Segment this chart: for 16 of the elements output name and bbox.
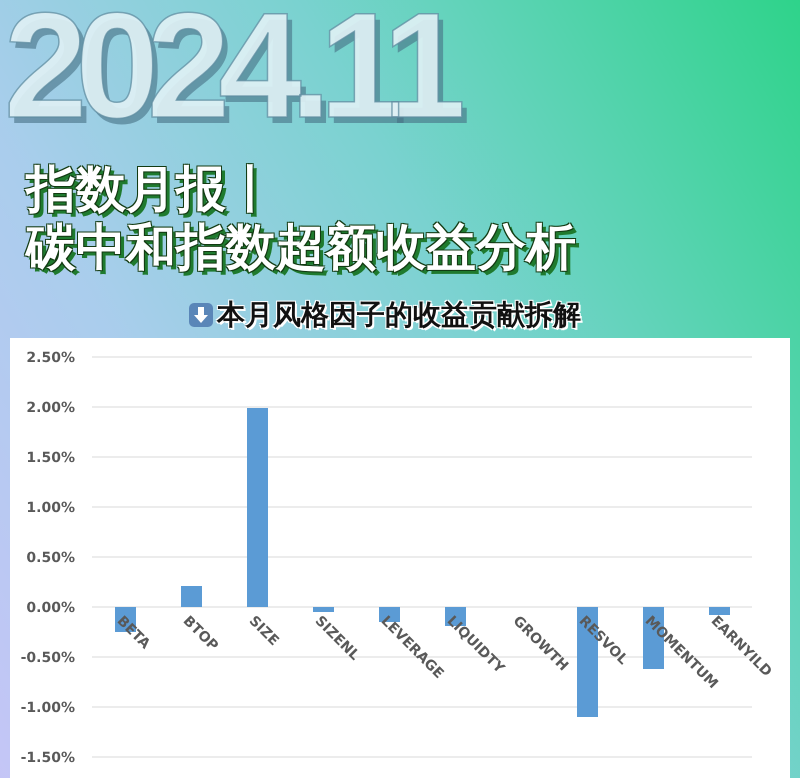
y-tick-label: 2.50% [26, 350, 75, 366]
bar [709, 607, 730, 615]
y-tick-label: -1.00% [20, 700, 75, 716]
text: 本月风格因子的收益贡献拆解 [217, 298, 581, 332]
y-tick-label: 2.00% [26, 400, 75, 416]
y-tick-label: 0.50% [26, 550, 75, 566]
y-tick-label: 0.00% [26, 600, 75, 616]
y-tick-label: 1.50% [26, 450, 75, 466]
y-tick-label: -1.50% [20, 750, 75, 766]
chart-subtitle: 碳中和指数超额收益分析 [26, 218, 576, 276]
chart-title: 指数月报丨 [26, 160, 277, 218]
bar [247, 408, 268, 607]
bar [181, 586, 202, 607]
bar [313, 607, 334, 612]
y-tick-label: -0.50% [20, 650, 75, 666]
y-tick-label: 1.00% [26, 500, 75, 516]
